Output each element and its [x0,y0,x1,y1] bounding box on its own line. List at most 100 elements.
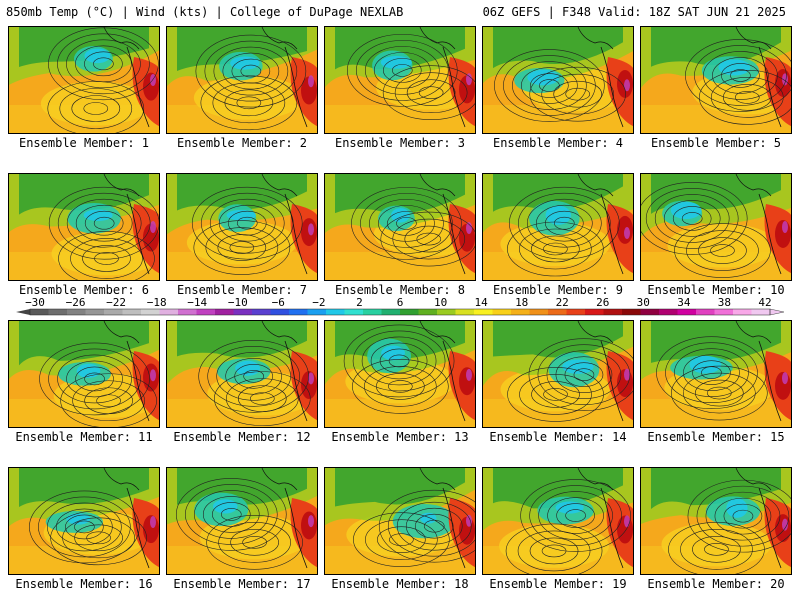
colorbar-svg: −30 −26 −22 −18 −14 −10 −6 −2 2 6 10 14 18 22 26 30 34 38… [16,296,785,316]
ensemble-caption-6: Ensemble Member: 6 [18,283,150,297]
colorbar-tick-label: −22 [106,296,126,309]
colorbar-swatch [85,309,105,315]
ensemble-caption-1: Ensemble Member: 1 [18,136,150,150]
colorbar-tick-label: 14 [474,296,488,309]
colorbar-swatch [233,309,253,315]
ensemble-map-19 [483,468,633,574]
ensemble-caption-9: Ensemble Member: 9 [492,283,624,297]
colorbar-tick-label: 38 [718,296,731,309]
colorbar-swatch [585,309,604,315]
ensemble-map-7 [167,174,317,280]
ensemble-caption-4: Ensemble Member: 4 [492,136,624,150]
ensemble-map-4 [483,27,633,133]
temperature-colorbar: −30 −26 −22 −18 −14 −10 −6 −2 2 6 10 14 18 22 26 30 34 38… [0,296,800,320]
ensemble-panel-20 [640,467,792,575]
ensemble-map-8 [325,174,475,280]
ensemble-caption-7: Ensemble Member: 7 [176,283,308,297]
colorbar-tick-label: 10 [434,296,447,309]
colorbar-tick-label: −18 [147,296,167,309]
colorbar-tick-label: 22 [556,296,569,309]
colorbar-arrow-left [16,309,30,315]
colorbar-tick-label: −6 [272,296,285,309]
ensemble-map-16 [9,468,159,574]
ensemble-panel-17 [166,467,318,575]
colorbar-swatch [640,309,660,315]
ensemble-panel-6 [8,173,160,281]
ensemble-caption-17: Ensemble Member: 17 [173,577,311,591]
colorbar-swatch [566,309,586,315]
colorbar-swatch [751,309,771,315]
colorbar-swatch [455,309,475,315]
ensemble-map-10 [641,174,791,280]
colorbar-swatch [344,309,364,315]
ensemble-map-18 [325,468,475,574]
colorbar-swatch [696,309,715,315]
ensemble-caption-18: Ensemble Member: 18 [331,577,469,591]
ensemble-caption-16: Ensemble Member: 16 [15,577,153,591]
colorbar-swatch [474,309,493,315]
colorbar-arrow-right [769,308,785,316]
colorbar-swatch [714,309,734,315]
ensemble-caption-5: Ensemble Member: 5 [650,136,782,150]
colorbar-tick-label: −26 [66,296,86,309]
ensemble-panel-12 [166,320,318,428]
ensemble-panel-15 [640,320,792,428]
ensemble-panel-13 [324,320,476,428]
ensemble-map-13 [325,321,475,427]
ensemble-caption-12: Ensemble Member: 12 [173,430,311,444]
ensemble-caption-2: Ensemble Member: 2 [176,136,308,150]
ensemble-panel-5 [640,26,792,134]
colorbar-tick-label: 30 [637,296,650,309]
ensemble-panel-4 [482,26,634,134]
ensemble-panel-18 [324,467,476,575]
colorbar-tick-label: 26 [596,296,609,309]
colorbar-swatch [307,309,327,315]
colorbar-swatch [104,309,123,315]
header-title-right: 06Z GEFS | F348 Valid: 18Z SAT JUN 21 20… [482,5,786,19]
colorbar-swatch [733,309,752,315]
ensemble-panel-3 [324,26,476,134]
colorbar-swatch [215,309,234,315]
ensemble-caption-19: Ensemble Member: 19 [489,577,627,591]
colorbar-swatch [48,309,68,315]
ensemble-caption-8: Ensemble Member: 8 [334,283,466,297]
colorbar-swatch [141,309,160,315]
colorbar-swatch [677,309,697,315]
ensemble-panel-2 [166,26,318,134]
ensemble-map-9 [483,174,633,280]
ensemble-map-11 [9,321,159,427]
ensemble-caption-15: Ensemble Member: 15 [647,430,785,444]
colorbar-swatch [363,309,382,315]
colorbar-swatch [252,309,271,315]
colorbar-swatch [418,309,438,315]
ensemble-map-1 [9,27,159,133]
colorbar-swatch [270,309,290,315]
ensemble-panel-7 [166,173,318,281]
ensemble-panel-19 [482,467,634,575]
colorbar-swatch [492,309,512,315]
colorbar-tick-label: 42 [758,296,771,309]
ensemble-panel-8 [324,173,476,281]
colorbar-tick-label: 6 [397,296,404,309]
colorbar-swatch [178,309,197,315]
colorbar-swatch [289,309,308,315]
ensemble-panel-9 [482,173,634,281]
colorbar-swatch [196,309,216,315]
ensemble-map-2 [167,27,317,133]
colorbar-swatch [122,309,142,315]
colorbar-swatch [30,309,49,315]
ensemble-caption-14: Ensemble Member: 14 [489,430,627,444]
colorbar-tick-label: 2 [356,296,363,309]
colorbar-swatch [511,309,530,315]
colorbar-swatch [548,309,567,315]
ensemble-map-14 [483,321,633,427]
ensemble-caption-3: Ensemble Member: 3 [334,136,466,150]
colorbar-swatch [659,309,678,315]
ensemble-map-5 [641,27,791,133]
header: 850mb Temp (°C) | Wind (kts) | College o… [0,0,800,24]
colorbar-swatch [529,309,549,315]
ensemble-panel-10 [640,173,792,281]
colorbar-tick-label: −30 [25,296,45,309]
ensemble-map-20 [641,468,791,574]
colorbar-tick-label: 34 [677,296,691,309]
